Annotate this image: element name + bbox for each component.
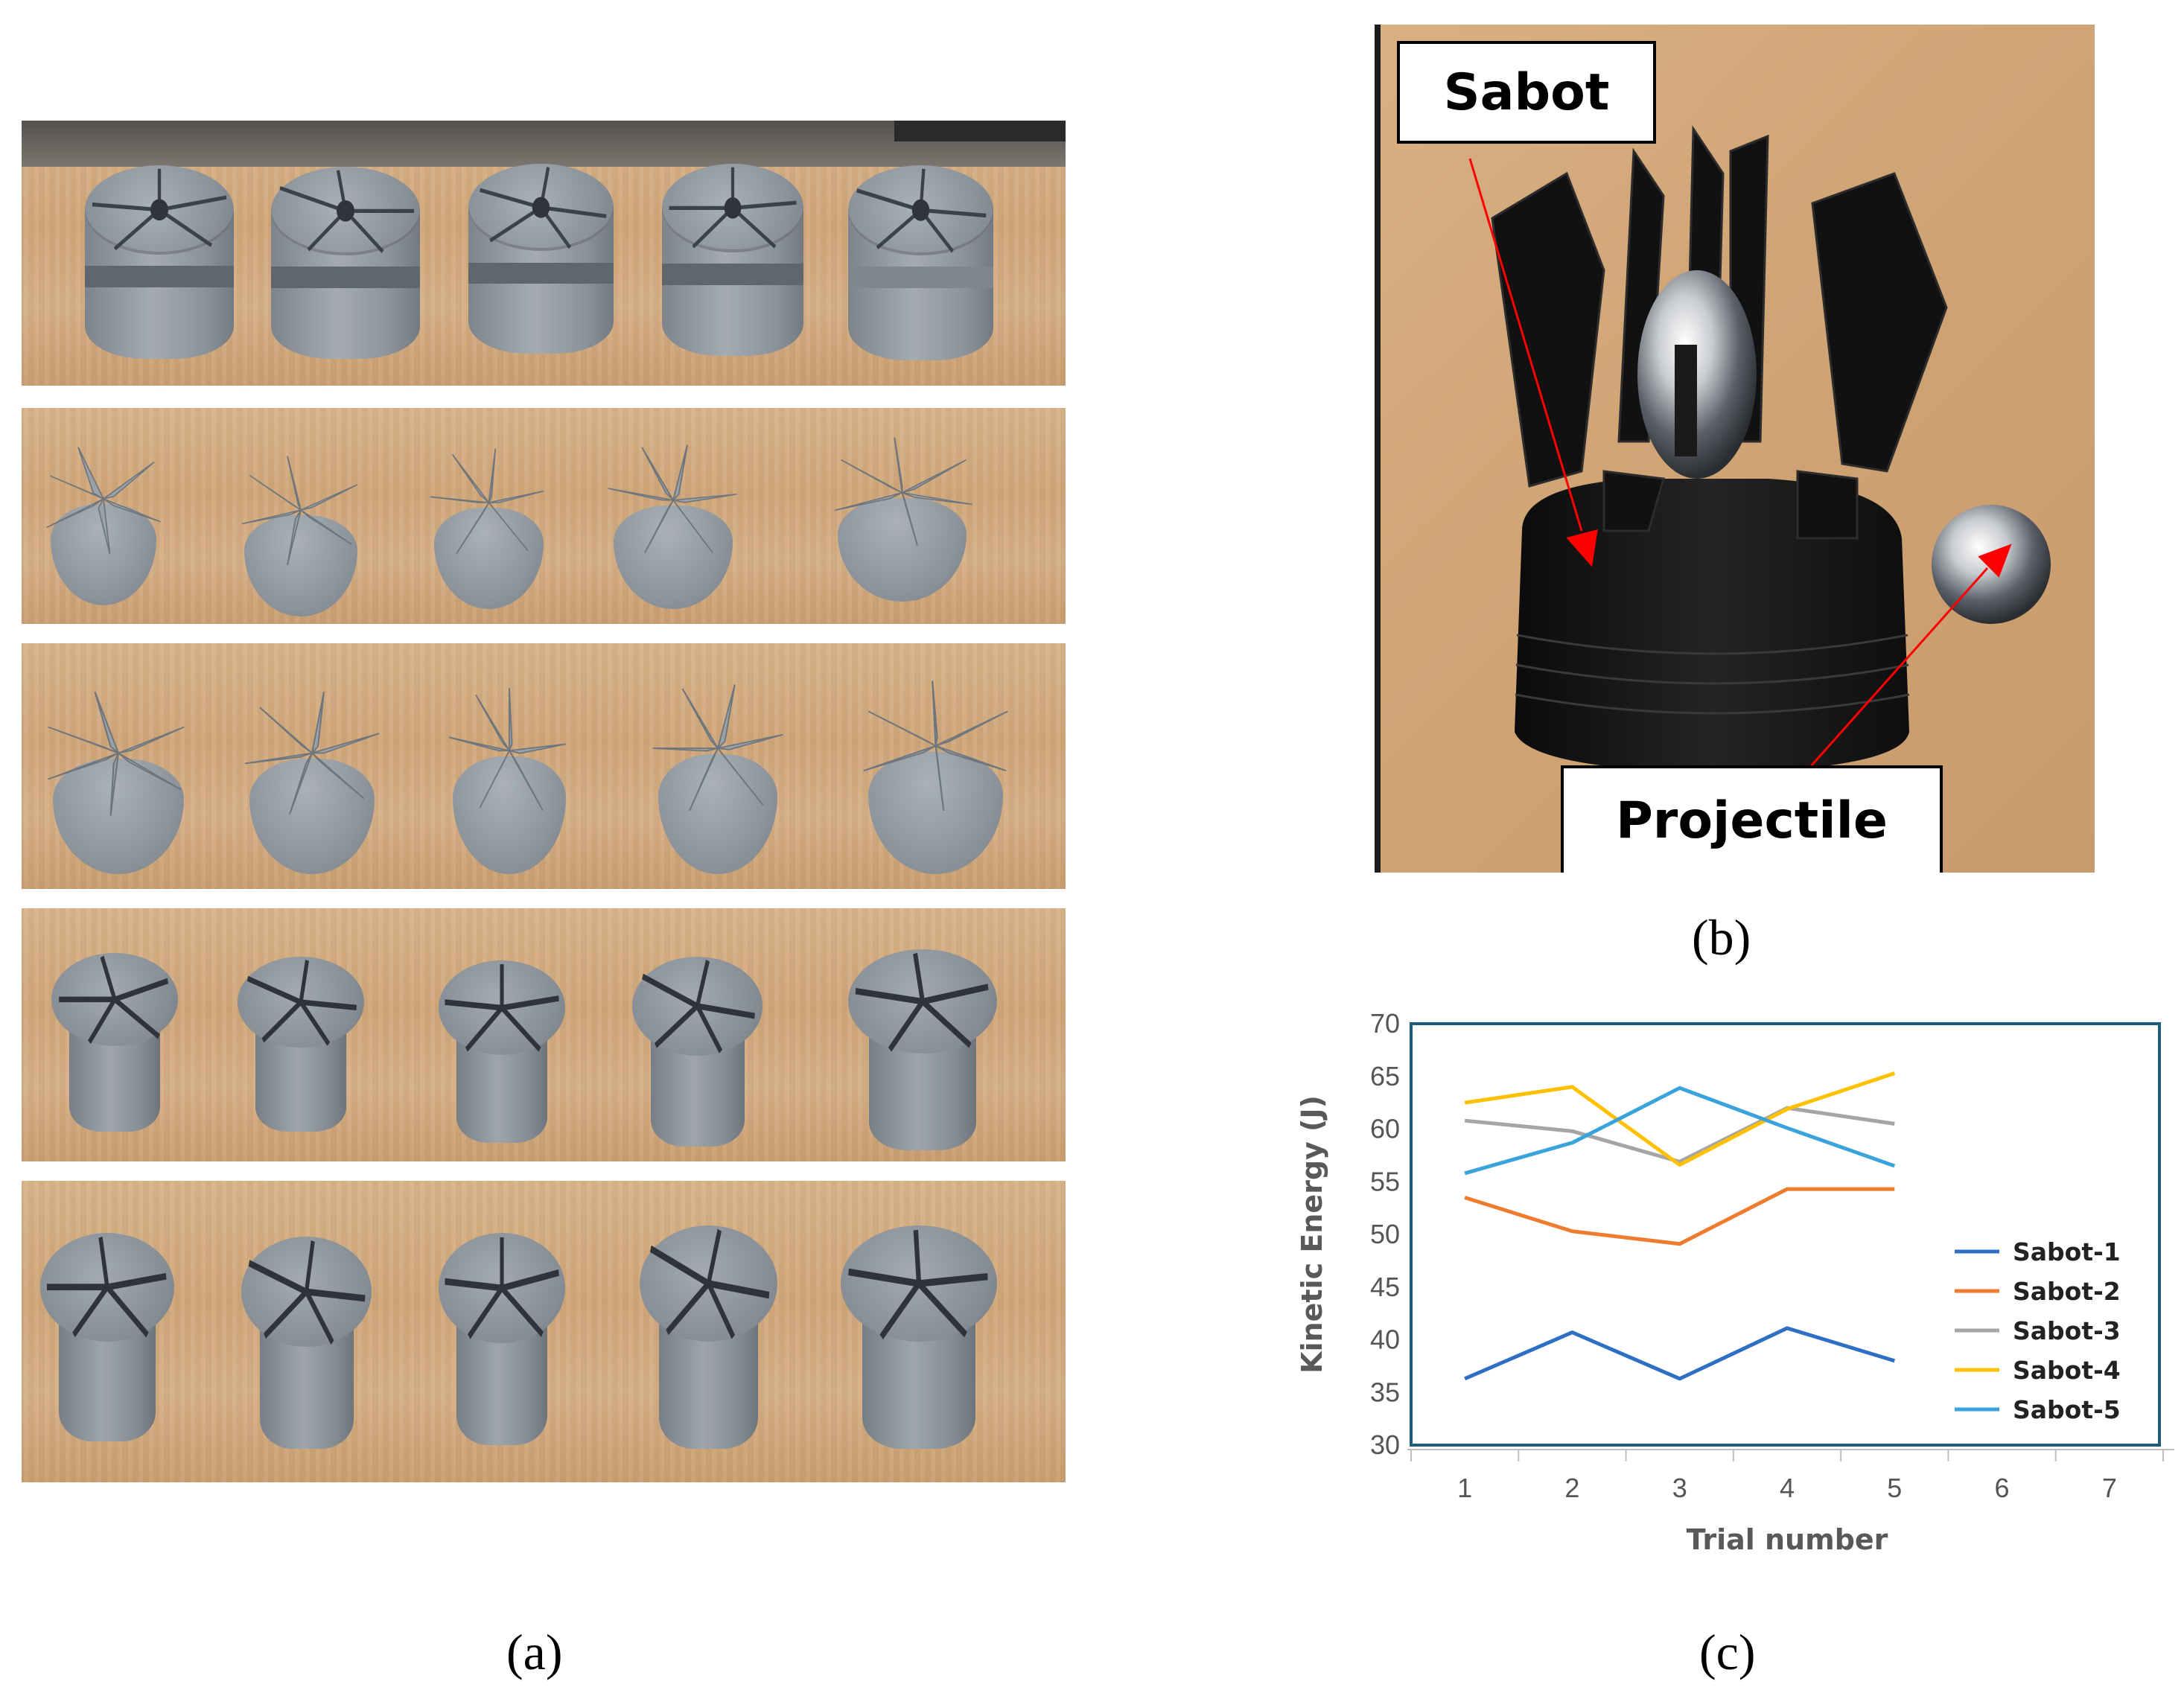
sabot-and-projectile-illustration <box>1468 125 2051 774</box>
y-tick-label: 55 <box>1370 1166 1400 1196</box>
photo-strip-cylinder-sabots <box>22 121 1066 386</box>
callout-sabot: Sabot <box>1397 41 1656 144</box>
y-tick-label: 70 <box>1370 1009 1400 1039</box>
y-tick-label: 60 <box>1370 1114 1400 1144</box>
legend-label-sabot-4: Sabot-4 <box>2013 1356 2121 1385</box>
x-tick-label: 7 <box>2102 1473 2117 1503</box>
x-axis-title: Trial number <box>1687 1523 1888 1556</box>
y-tick-label: 65 <box>1370 1061 1400 1091</box>
photo-strip-finned-sabots-2 <box>22 643 1066 889</box>
series-line-sabot-5 <box>1464 1085 1896 1176</box>
series-line-sabot-3 <box>1464 1106 1895 1164</box>
x-tick-label: 5 <box>1887 1473 1902 1503</box>
x-tick-label: 6 <box>1995 1473 2010 1503</box>
legend-label-sabot-5: Sabot-5 <box>2013 1395 2121 1424</box>
series-line-sabot-1 <box>1464 1326 1896 1381</box>
x-tick-label: 4 <box>1780 1473 1795 1503</box>
callout-projectile: Projectile <box>1561 765 1943 873</box>
panel-b-photo-sabot-projectile: Sabot Projectile <box>1375 25 2095 873</box>
y-axis-title: Kinetic Energy (J) <box>1296 1095 1328 1374</box>
y-tick-label: 40 <box>1370 1324 1400 1355</box>
y-tick-label: 30 <box>1370 1429 1400 1460</box>
panel-label-c: (c) <box>1699 1624 1756 1680</box>
photo-strip-finned-sabots-1 <box>22 408 1066 624</box>
legend-label-sabot-2: Sabot-2 <box>2013 1277 2121 1306</box>
x-tick-label: 3 <box>1672 1473 1687 1503</box>
y-tick-label: 35 <box>1370 1377 1400 1407</box>
x-tick-label: 1 <box>1457 1473 1472 1503</box>
legend-label-sabot-1: Sabot-1 <box>2013 1237 2121 1266</box>
y-tick-label: 45 <box>1370 1272 1400 1302</box>
series-line-sabot-2 <box>1464 1187 1895 1246</box>
panel-label-a: (a) <box>506 1624 563 1680</box>
x-tick-label: 2 <box>1564 1473 1579 1503</box>
legend-label-sabot-3: Sabot-3 <box>2013 1316 2121 1345</box>
photo-strip-capped-sabots-1 <box>22 908 1066 1161</box>
panel-label-b: (b) <box>1692 909 1751 966</box>
series-line-sabot-4 <box>1464 1071 1896 1167</box>
photo-strip-capped-sabots-2 <box>22 1181 1066 1482</box>
y-tick-label: 50 <box>1370 1219 1400 1249</box>
chart-frame <box>1410 1022 2161 1447</box>
